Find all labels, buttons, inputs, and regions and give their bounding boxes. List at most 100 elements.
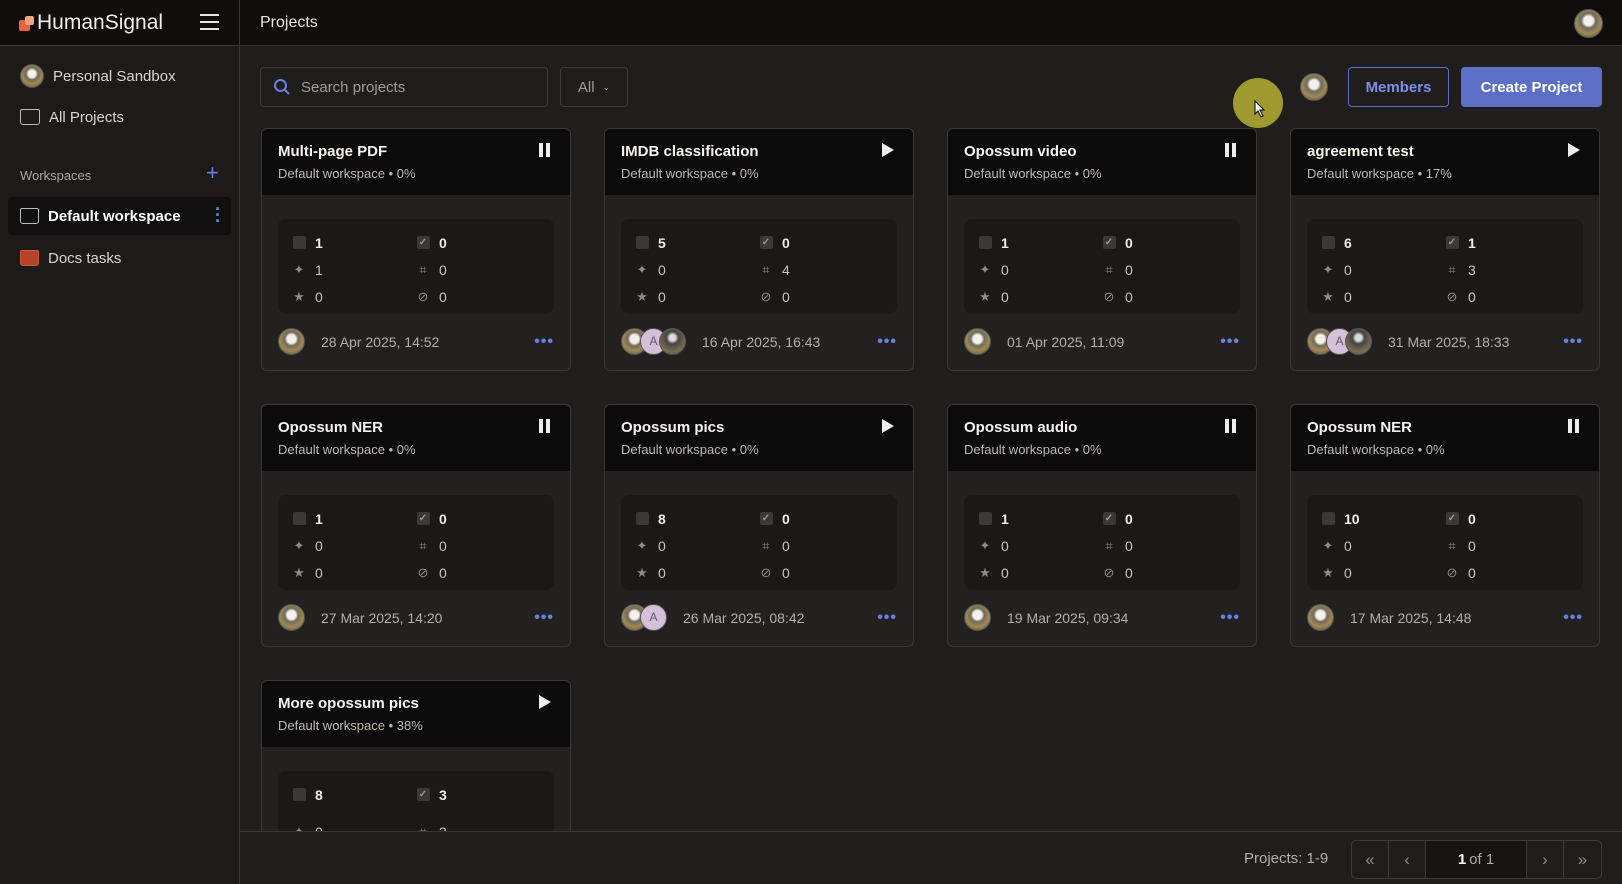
more-horizontal-icon[interactable]: •••: [534, 608, 554, 626]
project-stats: 10 ✓ 0 ✦ 0 ⌗ 0 ★ 0 ⊘ 0: [1307, 495, 1583, 590]
stat-predictions: ✦0: [635, 256, 759, 283]
project-card[interactable]: IMDB classification Default workspace • …: [604, 128, 914, 371]
sparkles-icon: ✦: [293, 261, 305, 277]
card-header: Opossum video Default workspace • 0%: [948, 129, 1256, 195]
more-horizontal-icon[interactable]: •••: [1563, 608, 1583, 626]
sidebar-item-all-projects[interactable]: All Projects: [8, 98, 231, 136]
stat-predictions: ✦0: [292, 819, 416, 831]
pause-icon[interactable]: [1567, 419, 1581, 434]
avatar: [1345, 328, 1372, 355]
sidebar-item-personal-sandbox[interactable]: Personal Sandbox: [8, 57, 231, 95]
project-card[interactable]: Opossum pics Default workspace • 0% 8 ✓ 0 ✦…: [604, 404, 914, 647]
stat-completed: ✓ 0: [416, 229, 540, 256]
stat-value: 3: [1468, 261, 1476, 278]
stat-value: 3: [439, 824, 447, 831]
prev-page-icon[interactable]: ‹: [1389, 841, 1426, 878]
project-card[interactable]: Opossum NER Default workspace • 0% 1 ✓ 0 ✦ 0…: [261, 404, 571, 647]
task-square-icon: [292, 512, 306, 526]
filter-dropdown[interactable]: All ⌄: [560, 67, 628, 107]
task-square-icon: [978, 236, 992, 250]
ban-icon: ⊘: [1103, 564, 1115, 580]
add-workspace-icon[interactable]: +: [206, 160, 219, 185]
sparkles-icon: ✦: [636, 261, 648, 277]
project-title: More opossum pics: [278, 695, 419, 712]
pause-icon[interactable]: [1224, 419, 1238, 434]
stat-annotations: ⌗ 0: [1445, 532, 1569, 559]
avatar: [278, 604, 305, 631]
stat-value: 0: [439, 261, 447, 278]
brand-name: HumanSignal: [37, 11, 164, 34]
project-workspace: Default workspace: [278, 718, 385, 733]
task-square-icon: [635, 236, 649, 250]
check-icon: ✓: [1445, 236, 1459, 250]
stat-starred: ★ 0: [292, 559, 416, 586]
sidebar-item-label: All Projects: [49, 108, 125, 126]
play-icon[interactable]: [881, 419, 895, 434]
bounding-box-icon: ⌗: [1448, 537, 1456, 553]
project-card[interactable]: agreement test Default workspace • 17% 6…: [1290, 128, 1600, 371]
stat-value: 0: [1468, 564, 1476, 581]
stat-completed: ✓ 3: [416, 781, 540, 808]
bounding-box-icon: ⌗: [416, 824, 430, 831]
check-icon: ✓: [416, 236, 430, 250]
pause-icon[interactable]: [538, 143, 552, 158]
project-title: Opossum NER: [278, 419, 384, 436]
pause-icon[interactable]: [538, 419, 552, 434]
card-header: IMDB classification Default workspace • …: [605, 129, 913, 195]
last-page-icon[interactable]: »: [1577, 849, 1588, 869]
project-card[interactable]: Multi-page PDF Default workspace • 0% 1 ✓…: [261, 128, 571, 371]
more-horizontal-icon[interactable]: •••: [1563, 332, 1583, 350]
project-title: IMDB classification: [621, 143, 759, 160]
project-progress: 38%: [396, 718, 423, 733]
user-avatar[interactable]: [1574, 9, 1603, 38]
avatar: A: [640, 604, 667, 631]
members-button[interactable]: Members: [1348, 67, 1449, 107]
play-icon[interactable]: [1567, 143, 1581, 158]
more-horizontal-icon[interactable]: •••: [877, 608, 897, 626]
members-avatar[interactable]: [1300, 73, 1328, 101]
stat-value: 4: [782, 261, 790, 278]
project-card[interactable]: Opossum NER Default workspace • 0% 10 ✓ 0 ✦…: [1290, 404, 1600, 647]
ban-icon: ⊘: [760, 288, 772, 304]
menu-icon[interactable]: [200, 14, 219, 30]
stack-icon: [20, 109, 40, 125]
card-footer: 17 Mar 2025, 14:48 •••: [1291, 590, 1599, 631]
sidebar-item-default-workspace[interactable]: Default workspace · · ·: [8, 197, 231, 235]
more-horizontal-icon[interactable]: •••: [534, 332, 554, 350]
pause-icon[interactable]: [1224, 143, 1238, 158]
check-icon: ✓: [1102, 236, 1116, 250]
project-card[interactable]: Opossum video Default workspace • 0% 1 ✓ 0…: [947, 128, 1257, 371]
stat-tasks: 5: [635, 229, 759, 256]
check-icon: ✓: [416, 512, 430, 526]
project-subtitle: Default workspace • 0%: [964, 442, 1102, 457]
play-icon[interactable]: [538, 695, 552, 710]
project-card[interactable]: More opossum pics Default workspace • 38…: [261, 680, 571, 831]
more-horizontal-icon[interactable]: •••: [1220, 608, 1240, 626]
stat-value: 0: [1468, 510, 1476, 527]
logo[interactable]: HumanSignal: [19, 11, 163, 35]
projects-grid: Multi-page PDF Default workspace • 0% 1 ✓…: [240, 120, 1622, 831]
stat-value: 0: [1125, 288, 1133, 305]
search-box[interactable]: [260, 67, 548, 107]
stat-value: 0: [439, 288, 447, 305]
stat-completed: ✓ 0: [759, 229, 883, 256]
card-header: Opossum NER Default workspace • 0%: [262, 405, 570, 471]
more-horizontal-icon[interactable]: •••: [1220, 332, 1240, 350]
first-page-icon[interactable]: «: [1352, 841, 1389, 878]
project-workspace: Default workspace: [278, 442, 385, 457]
project-card[interactable]: Opossum audio Default workspace • 0% 1 ✓ 0…: [947, 404, 1257, 647]
more-horizontal-icon[interactable]: •••: [877, 332, 897, 350]
play-icon[interactable]: [881, 143, 895, 158]
sidebar-item-docs-tasks[interactable]: Docs tasks: [8, 239, 231, 277]
project-date: 28 Apr 2025, 14:52: [321, 333, 440, 350]
card-footer: 27 Mar 2025, 14:20 •••: [262, 590, 570, 631]
ban-icon: ⊘: [760, 564, 772, 580]
stat-value: 0: [1468, 537, 1476, 554]
sidebar-item-label: Default workspace: [48, 207, 181, 225]
more-vertical-icon[interactable]: · · ·: [215, 199, 221, 231]
next-page-icon[interactable]: ›: [1527, 841, 1564, 878]
projects-count: Projects: 1-9: [1244, 850, 1329, 867]
search-input[interactable]: [301, 78, 531, 96]
bounding-box-icon: ⌗: [762, 261, 770, 277]
create-project-button[interactable]: Create Project: [1461, 67, 1602, 107]
